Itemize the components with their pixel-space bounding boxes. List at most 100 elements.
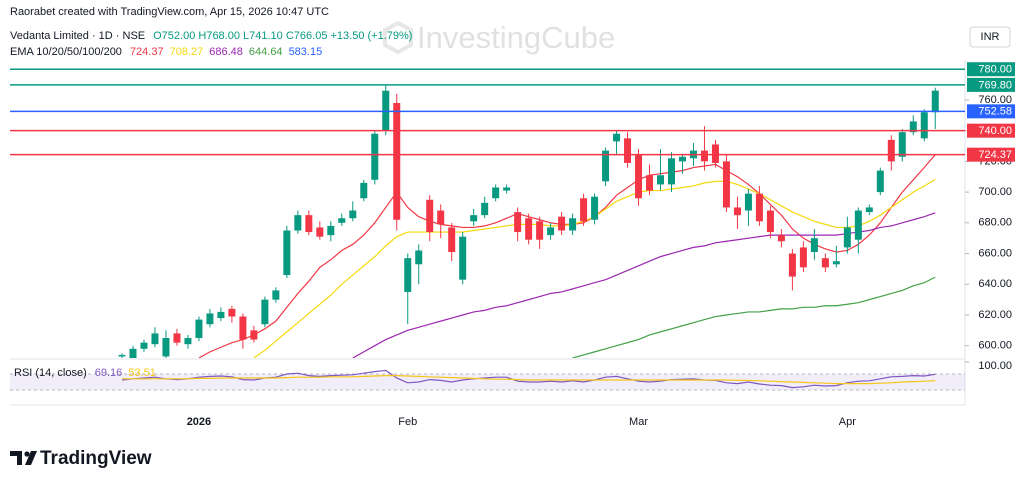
x-tick-label: 2026 — [187, 416, 211, 428]
level-label: 724.37 — [978, 149, 1012, 161]
candle-body — [547, 227, 555, 236]
candle-body — [580, 198, 588, 222]
candle-body — [371, 133, 379, 180]
level-label: 740.00 — [978, 125, 1012, 137]
y-tick-label: 700.00 — [978, 186, 1012, 198]
candle-body — [722, 161, 730, 208]
candle-body — [909, 121, 917, 133]
candle-body — [514, 212, 522, 233]
level-label-box — [967, 62, 1015, 77]
candle-body — [602, 150, 610, 182]
candle-body — [261, 299, 269, 325]
level-label: 769.80 — [978, 79, 1012, 91]
currency: INR — [981, 31, 1000, 43]
candle-body — [239, 316, 247, 340]
ohlc-values: O752.00 H768.00 L741.10 C766.05 +13.50 (… — [153, 30, 412, 42]
watermark-text: InvestingCube — [417, 20, 615, 55]
candle-body — [349, 210, 357, 219]
candle-body — [459, 236, 467, 280]
ema-value: 644.64 — [249, 46, 283, 58]
candle-body — [316, 227, 324, 237]
rsi-line — [122, 375, 936, 385]
candle-body — [624, 138, 632, 163]
candle-body — [613, 133, 621, 142]
candle-body — [140, 342, 148, 349]
candle-body — [744, 193, 752, 211]
candle-body — [678, 156, 686, 162]
ema-value: 708.27 — [170, 46, 204, 58]
candle-body — [558, 216, 566, 231]
level-label-box — [967, 147, 1015, 162]
candle-body — [777, 235, 785, 242]
candle-body — [525, 218, 533, 240]
candle-body — [711, 144, 719, 163]
rsi-title: RSI (14, close) — [14, 367, 87, 379]
level-label-box — [967, 104, 1015, 119]
logo: TradingView — [10, 448, 152, 469]
level-label-box — [967, 123, 1015, 138]
candle-body — [338, 218, 346, 223]
candle-body — [448, 227, 456, 253]
candle-body — [854, 210, 862, 240]
candle-body — [250, 330, 258, 340]
candle-body — [283, 230, 291, 276]
candle-body — [591, 196, 599, 220]
candle-body — [184, 338, 192, 345]
candle-body — [393, 103, 401, 220]
credit: Raorabet created with TradingView.com, A… — [10, 6, 329, 18]
y-tick-label: 600.00 — [978, 340, 1012, 352]
candle-body — [129, 348, 137, 358]
candle-body — [327, 225, 335, 236]
rsi-value: 69.16 — [95, 367, 123, 379]
chart-title: Vedanta Limited · 1D · NSE — [10, 30, 145, 42]
candle-body — [668, 158, 675, 185]
x-tick-label: Feb — [398, 416, 417, 428]
candle-body — [162, 338, 170, 357]
candle-body — [470, 215, 478, 222]
candle-body — [294, 215, 302, 231]
candle-body — [503, 187, 511, 191]
candle-body — [272, 290, 280, 300]
candle-body — [733, 207, 741, 216]
y-tick-label: 620.00 — [978, 309, 1012, 321]
candle-body — [173, 333, 181, 343]
candle-body — [920, 112, 928, 139]
candle-body — [360, 182, 368, 199]
candle-body — [898, 132, 906, 157]
candle-body — [766, 210, 774, 233]
logo-icon — [10, 451, 37, 465]
logo-dot — [24, 451, 30, 457]
candle-body — [118, 354, 126, 357]
x-tick-label: Apr — [839, 416, 856, 428]
candle-body — [876, 170, 884, 193]
watermark: InvestingCube — [383, 20, 615, 55]
candle-body — [755, 193, 763, 222]
watermark-icon — [383, 20, 413, 55]
candle-body — [305, 215, 313, 233]
candle-body — [931, 90, 939, 113]
candle-body — [821, 258, 829, 268]
candle-body — [865, 207, 873, 213]
y-tick-label: 660.00 — [978, 247, 1012, 259]
candle-body — [404, 258, 412, 292]
candle-body — [635, 155, 643, 199]
rsi-line — [121, 369, 936, 389]
candle-body — [569, 218, 577, 231]
y-tick-label: 640.00 — [978, 278, 1012, 290]
y-tick-label: 760.00 — [978, 94, 1012, 106]
rsi-value: 53.51 — [128, 367, 156, 379]
candle-body — [799, 247, 807, 268]
candle-body — [492, 187, 500, 199]
candle-body — [426, 199, 434, 233]
logo-text: TradingView — [40, 448, 152, 469]
candle-body — [887, 139, 895, 162]
y-tick-label: 100.00 — [978, 360, 1012, 372]
ema-value: 724.37 — [130, 46, 164, 58]
plot-group — [10, 369, 965, 391]
ema-line — [572, 276, 936, 358]
candle-body — [481, 202, 489, 216]
candle-body — [217, 311, 225, 319]
level-label-box — [967, 77, 1015, 92]
